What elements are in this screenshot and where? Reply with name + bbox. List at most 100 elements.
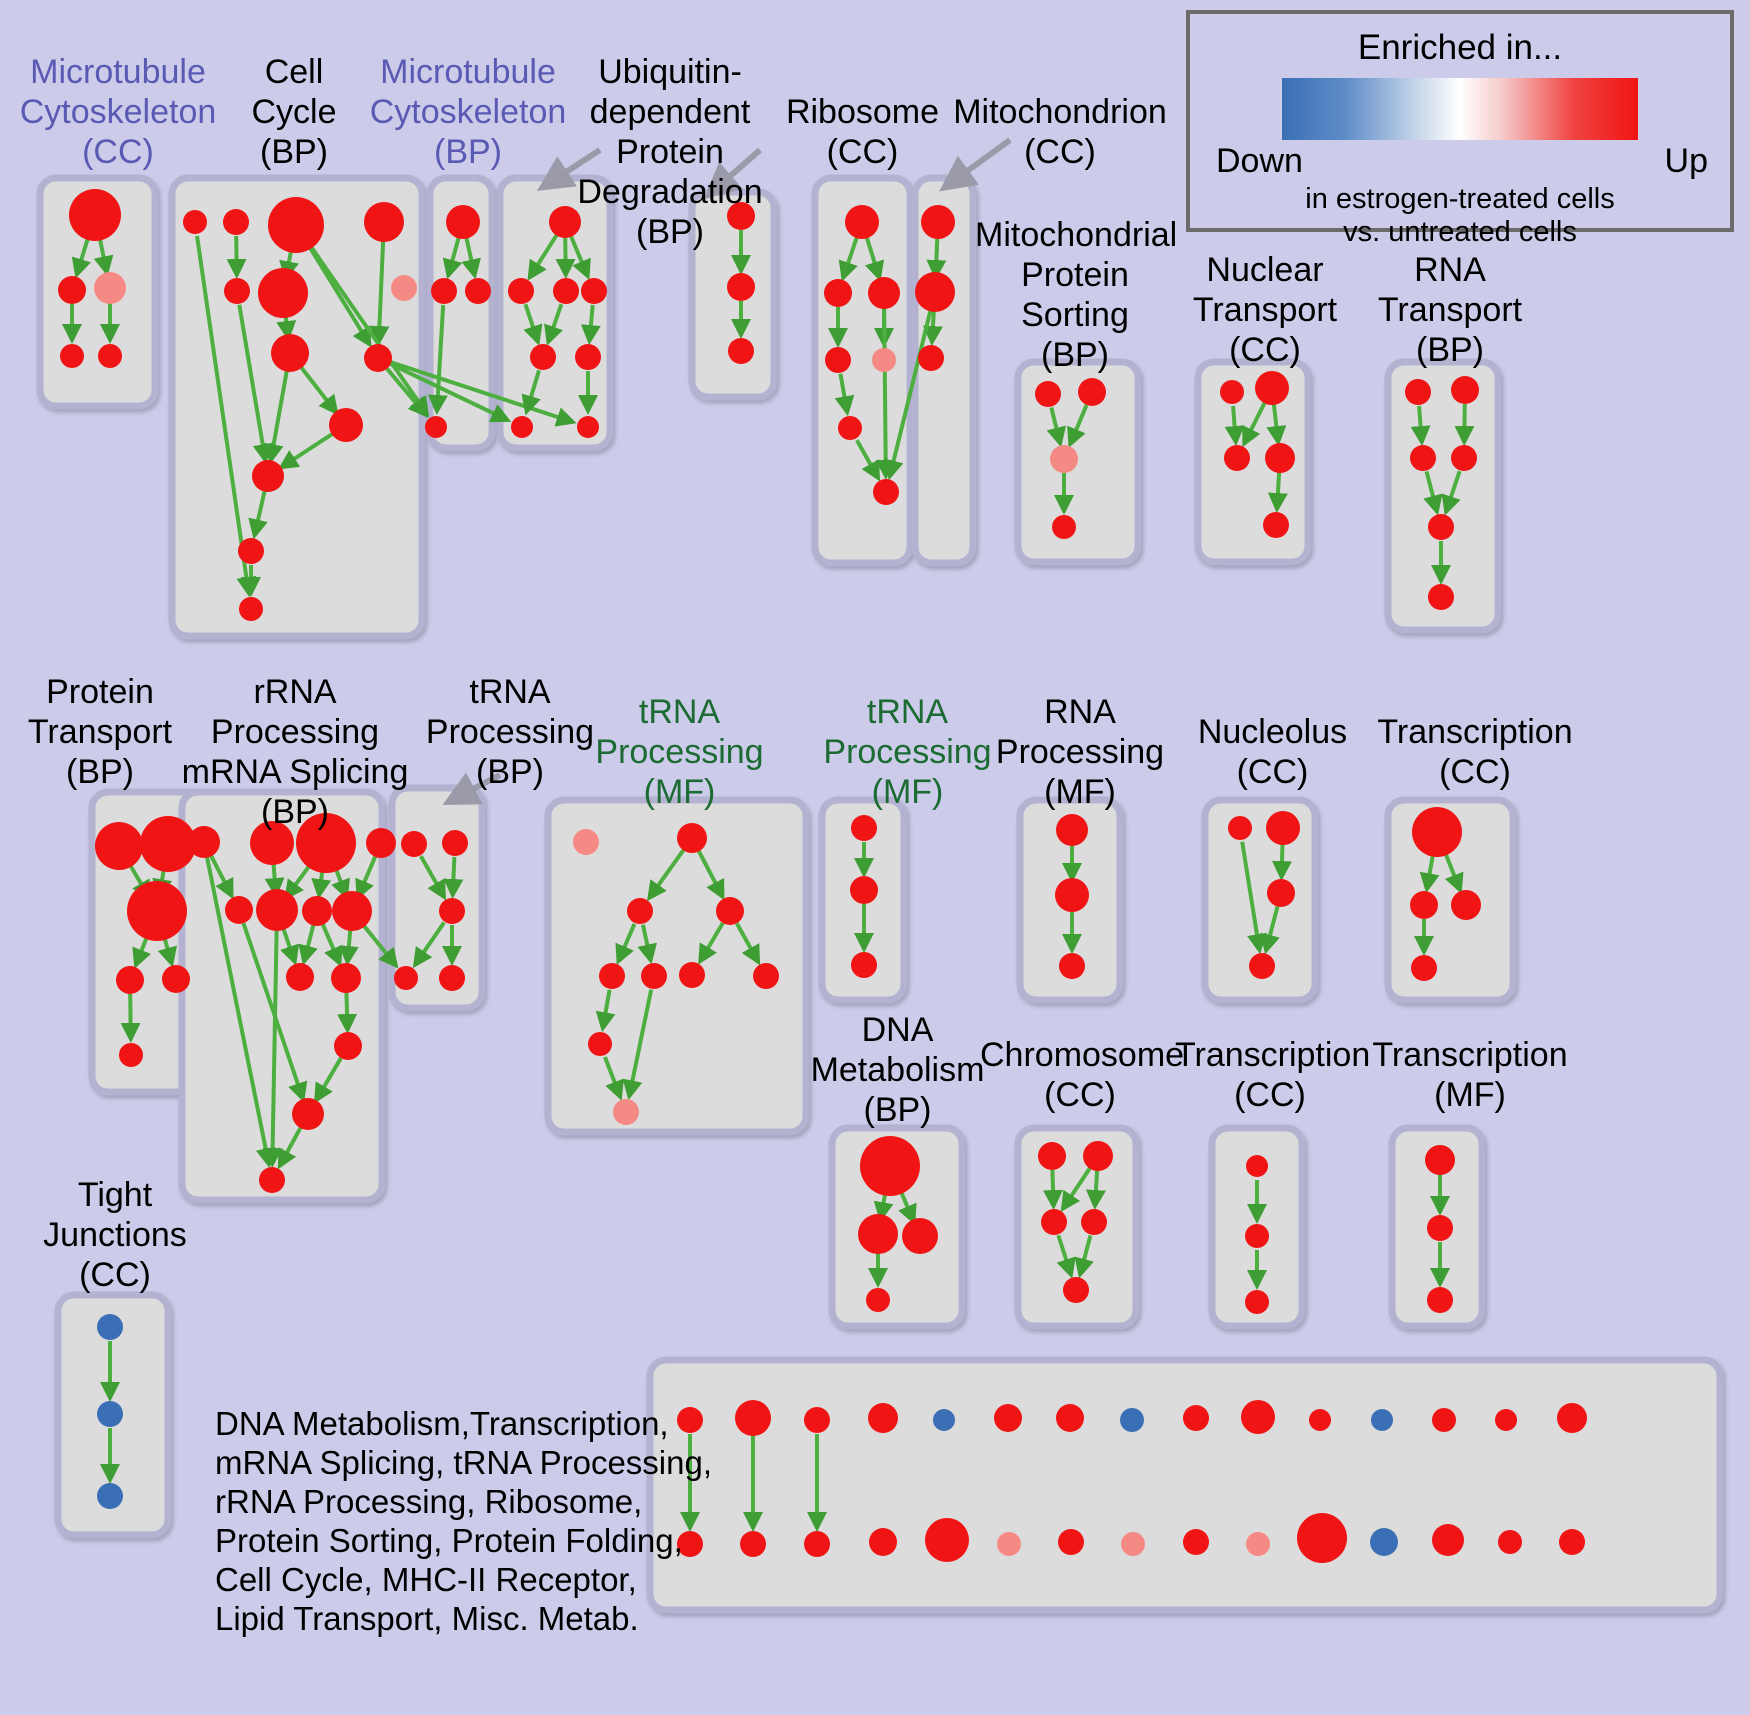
go-term-node[interactable] [465,278,491,304]
go-term-node[interactable] [431,278,457,304]
go-term-node[interactable] [679,962,705,988]
go-term-node[interactable] [97,1483,123,1509]
go-term-node[interactable] [1224,445,1250,471]
go-term-node[interactable] [869,1528,897,1556]
go-term-node[interactable] [119,1043,143,1067]
go-term-node[interactable] [838,416,862,440]
go-term-node[interactable] [162,965,190,993]
go-term-node[interactable] [1056,1404,1084,1432]
go-term-node[interactable] [1297,1513,1347,1563]
go-term-node[interactable] [581,278,607,304]
go-term-node[interactable] [1078,378,1106,406]
go-term-node[interactable] [716,897,744,925]
go-term-node[interactable] [1052,515,1076,539]
go-term-node[interactable] [442,830,468,856]
go-term-node[interactable] [259,1167,285,1193]
go-term-node[interactable] [1428,514,1454,540]
go-term-node[interactable] [97,1314,123,1340]
go-term-node[interactable] [511,416,533,438]
go-term-node[interactable] [1432,1524,1464,1556]
go-term-node[interactable] [1451,445,1477,471]
go-term-node[interactable] [1451,890,1481,920]
go-term-node[interactable] [508,278,534,304]
go-term-node[interactable] [258,268,308,318]
go-term-node[interactable] [994,1404,1022,1432]
go-term-node[interactable] [439,965,465,991]
go-term-node[interactable] [256,889,298,931]
go-term-node[interactable] [401,831,427,857]
go-term-node[interactable] [915,272,955,312]
go-term-node[interactable] [239,597,263,621]
go-term-node[interactable] [69,189,121,241]
go-term-node[interactable] [1425,1145,1455,1175]
go-term-node[interactable] [1081,1209,1107,1235]
go-term-node[interactable] [1263,512,1289,538]
go-term-node[interactable] [588,1032,612,1056]
go-term-node[interactable] [1120,1408,1144,1432]
go-term-node[interactable] [286,963,314,991]
go-term-node[interactable] [851,815,877,841]
go-term-node[interactable] [364,202,404,242]
go-term-node[interactable] [740,1531,766,1557]
go-term-node[interactable] [1255,371,1289,405]
go-term-node[interactable] [1063,1277,1089,1303]
go-term-node[interactable] [223,209,249,235]
go-term-node[interactable] [1245,1224,1269,1248]
go-term-node[interactable] [1370,1528,1398,1556]
go-term-node[interactable] [1427,1215,1453,1241]
go-term-node[interactable] [868,277,900,309]
go-term-node[interactable] [366,828,396,858]
go-term-node[interactable] [334,1032,362,1060]
go-term-node[interactable] [1035,381,1061,407]
go-term-node[interactable] [268,197,324,253]
go-term-node[interactable] [1432,1408,1456,1432]
go-term-node[interactable] [1405,379,1431,405]
go-term-node[interactable] [250,821,294,865]
go-term-node[interactable] [1495,1409,1517,1431]
go-term-node[interactable] [331,963,361,993]
go-term-node[interactable] [1038,1142,1066,1170]
go-term-node[interactable] [1183,1405,1209,1431]
go-term-node[interactable] [1056,814,1088,846]
go-term-node[interactable] [116,966,144,994]
go-term-node[interactable] [933,1409,955,1431]
go-term-node[interactable] [329,408,363,442]
go-term-node[interactable] [851,952,877,978]
go-term-node[interactable] [1246,1532,1270,1556]
go-term-node[interactable] [394,966,418,990]
go-term-node[interactable] [252,460,284,492]
go-term-node[interactable] [1041,1209,1067,1235]
go-term-node[interactable] [573,829,599,855]
go-term-node[interactable] [872,348,896,372]
go-term-node[interactable] [1249,953,1275,979]
go-term-node[interactable] [1266,811,1300,845]
go-term-node[interactable] [188,826,220,858]
go-term-node[interactable] [271,334,309,372]
go-term-node[interactable] [858,1214,898,1254]
go-term-node[interactable] [391,275,417,301]
go-term-node[interactable] [1428,584,1454,610]
go-term-node[interactable] [860,1136,920,1196]
go-term-node[interactable] [577,416,599,438]
go-term-node[interactable] [804,1407,830,1433]
go-term-node[interactable] [97,1401,123,1427]
go-term-node[interactable] [873,479,899,505]
go-term-node[interactable] [1451,376,1479,404]
go-term-node[interactable] [1410,445,1436,471]
go-term-node[interactable] [902,1218,938,1254]
go-term-node[interactable] [728,338,754,364]
go-term-node[interactable] [1050,445,1078,473]
go-term-node[interactable] [677,823,707,853]
go-term-node[interactable] [613,1099,639,1125]
go-term-node[interactable] [225,896,253,924]
go-term-node[interactable] [641,963,667,989]
go-term-node[interactable] [425,416,447,438]
go-term-node[interactable] [627,898,653,924]
go-term-node[interactable] [1228,816,1252,840]
go-term-node[interactable] [1267,879,1295,907]
go-term-node[interactable] [1245,1290,1269,1314]
go-term-node[interactable] [727,273,755,301]
go-term-node[interactable] [921,205,955,239]
go-term-node[interactable] [677,1531,703,1557]
go-term-node[interactable] [1246,1155,1268,1177]
